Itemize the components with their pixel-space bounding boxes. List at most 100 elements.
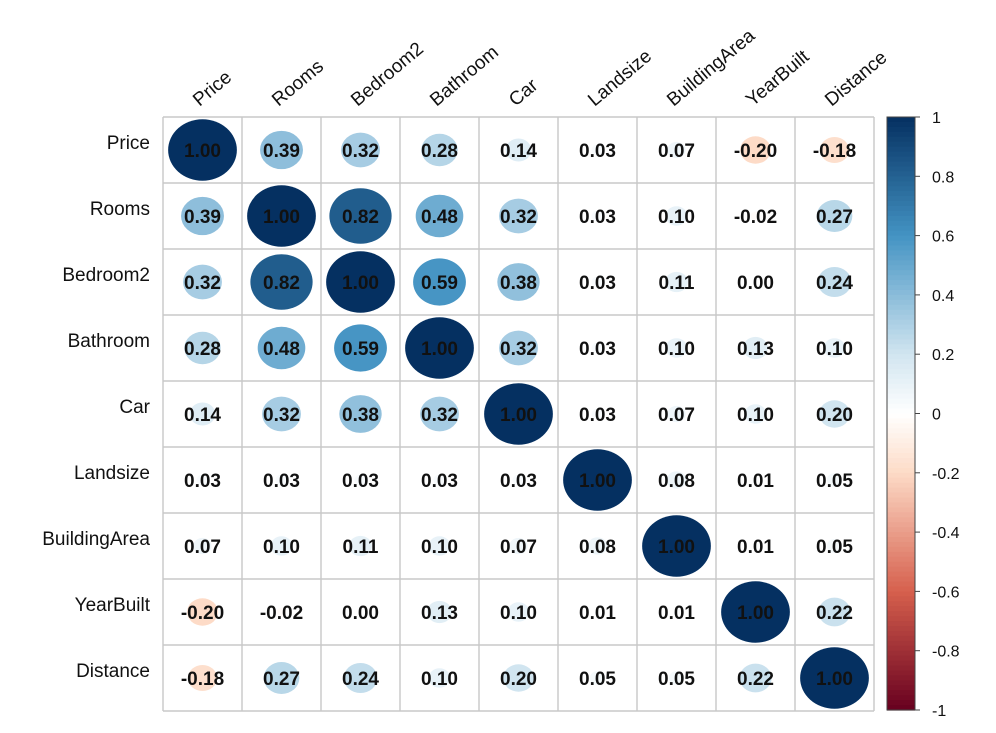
- corr-value-car-price: 0.14: [184, 405, 221, 426]
- row-label-bedroom2: Bedroom2: [62, 265, 150, 286]
- corr-value-car-bedroom2: 0.38: [342, 405, 379, 426]
- corr-value-price-rooms: 0.39: [263, 141, 300, 162]
- colorbar-segment: [887, 571, 915, 578]
- corr-circle-bedroom2-distance: [817, 266, 852, 298]
- colorbar-segment: [887, 625, 915, 632]
- colorbar-segment: [887, 537, 915, 543]
- corr-circle-bathroom-bathroom: [405, 317, 474, 379]
- corr-value-distance-landsize: 0.05: [579, 669, 616, 690]
- corr-value-price-yearbuilt: -0.20: [734, 141, 777, 162]
- corr-circle-landsize-distance: [826, 473, 843, 487]
- column-label-car: Car: [505, 75, 542, 111]
- colorbar-segment: [887, 324, 915, 331]
- corr-circle-car-landsize: [591, 408, 604, 420]
- colorbar-segment: [887, 635, 915, 642]
- corr-value-bathroom-distance: 0.10: [816, 339, 853, 360]
- corr-value-rooms-landsize: 0.03: [579, 207, 616, 228]
- colorbar-segment: [887, 408, 915, 415]
- corr-value-landsize-buildingarea: 0.08: [658, 471, 695, 492]
- corr-circle-bedroom2-bedroom2: [326, 251, 395, 313]
- colorbar-segment: [887, 502, 915, 508]
- colorbar-segment: [887, 304, 915, 311]
- colorbar-segment: [887, 591, 915, 597]
- colorbar-segment: [887, 433, 915, 439]
- corr-value-yearbuilt-price: -0.20: [181, 603, 224, 624]
- colorbar-segment: [887, 354, 915, 360]
- colorbar-segment: [887, 551, 915, 558]
- corr-circle-price-rooms: [260, 130, 303, 170]
- corr-circle-car-price: [189, 402, 216, 426]
- colorbar-tick-label: -0.8: [932, 644, 960, 661]
- colorbar-segment: [887, 201, 915, 207]
- corr-value-rooms-distance: 0.27: [816, 207, 853, 228]
- colorbar-segment: [887, 171, 915, 177]
- corr-circle-price-buildingarea: [667, 141, 686, 159]
- column-label-landsize: Landsize: [584, 46, 656, 111]
- colorbar-segment: [887, 413, 915, 420]
- corr-value-bedroom2-landsize: 0.03: [579, 273, 616, 294]
- colorbar: 1 0.8 0.6 0.4 0.2 0 -0.2 -0.4 -0.6 -0.8 -1: [886, 110, 960, 720]
- colorbar-segment: [887, 472, 915, 479]
- colorbar-segment: [887, 146, 915, 153]
- column-label-rooms: Rooms: [268, 56, 328, 111]
- corr-circle-price-car: [505, 138, 532, 162]
- colorbar-segment: [887, 364, 915, 370]
- colorbar-segment: [887, 596, 915, 602]
- colorbar-segment: [887, 309, 915, 316]
- colorbar-segment: [887, 680, 915, 686]
- corr-value-landsize-bathroom: 0.03: [421, 471, 458, 492]
- colorbar-segment: [887, 166, 915, 172]
- corr-circle-bedroom2-price: [183, 264, 222, 300]
- corr-circle-distance-bedroom2: [343, 662, 378, 694]
- row-label-buildingarea: BuildingArea: [42, 529, 150, 550]
- corr-circle-rooms-yearbuilt: [750, 211, 761, 221]
- corr-circle-yearbuilt-yearbuilt: [721, 581, 790, 643]
- corr-circle-buildingarea-bedroom2: [349, 535, 372, 557]
- corr-circle-price-distance: [819, 136, 850, 164]
- corr-value-distance-bathroom: 0.10: [421, 669, 458, 690]
- column-label-price: Price: [189, 67, 236, 111]
- colorbar-segment: [887, 369, 915, 375]
- corr-circle-price-price: [168, 119, 237, 181]
- corr-value-distance-yearbuilt: 0.22: [737, 669, 774, 690]
- corr-circle-bathroom-price: [184, 331, 221, 365]
- corr-circle-yearbuilt-bathroom: [427, 600, 452, 624]
- corr-value-bedroom2-price: 0.32: [184, 273, 221, 294]
- corr-value-buildingarea-bedroom2: 0.11: [343, 537, 379, 558]
- colorbar-segment: [887, 299, 915, 306]
- corr-value-buildingarea-distance: 0.05: [816, 537, 853, 558]
- corr-value-bathroom-rooms: 0.48: [263, 339, 300, 360]
- corr-value-bathroom-car: 0.32: [500, 339, 537, 360]
- corr-circle-car-buildingarea: [667, 405, 686, 423]
- colorbar-segment: [887, 359, 915, 365]
- colorbar-segment: [887, 448, 915, 454]
- colorbar-segment: [887, 532, 915, 538]
- colorbar-segment: [887, 196, 915, 202]
- colorbar-segment: [887, 685, 915, 691]
- colorbar-segment: [887, 512, 915, 518]
- corr-value-landsize-bedroom2: 0.03: [342, 471, 379, 492]
- corr-value-price-bedroom2: 0.32: [342, 141, 379, 162]
- colorbar-segment: [887, 280, 915, 286]
- colorbar-segment: [887, 660, 915, 667]
- corr-circle-bathroom-yearbuilt: [743, 336, 768, 360]
- corr-circle-bathroom-distance: [823, 338, 846, 358]
- colorbar-segment: [887, 126, 915, 133]
- corr-value-price-car: 0.14: [500, 141, 537, 162]
- corr-value-buildingarea-bathroom: 0.10: [421, 537, 458, 558]
- colorbar-segment: [887, 220, 915, 227]
- corr-circle-price-bedroom2: [341, 132, 380, 168]
- colorbar-segment: [887, 705, 915, 711]
- colorbar-segment: [887, 541, 915, 548]
- corr-circle-landsize-bedroom2: [354, 474, 367, 486]
- corr-circle-distance-buildingarea: [668, 671, 685, 685]
- corr-value-yearbuilt-buildingarea: 0.01: [658, 603, 695, 624]
- corr-circle-landsize-buildingarea: [666, 471, 687, 489]
- corr-value-bathroom-bathroom: 1.00: [421, 339, 458, 360]
- corr-circle-yearbuilt-price: [187, 598, 218, 626]
- corr-circle-car-bathroom: [420, 396, 459, 432]
- corr-value-bedroom2-buildingarea: 0.11: [659, 273, 695, 294]
- corr-circle-car-bedroom2: [339, 395, 382, 433]
